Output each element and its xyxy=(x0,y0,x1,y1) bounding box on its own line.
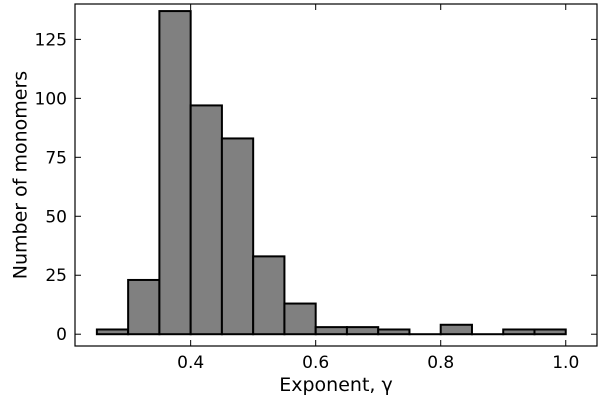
y-tick-label: 50 xyxy=(45,207,67,227)
histogram-bar xyxy=(534,329,565,334)
x-tick-label: 0.4 xyxy=(177,353,204,373)
bars-layer xyxy=(97,11,566,334)
histogram-bar xyxy=(128,280,159,334)
y-tick-label: 25 xyxy=(45,266,67,286)
y-tick-label: 125 xyxy=(35,30,67,50)
histogram-bar xyxy=(378,329,409,334)
histogram-bar xyxy=(347,327,378,334)
histogram-bar xyxy=(316,327,347,334)
histogram-bar xyxy=(284,304,315,335)
x-tick-label: 0.6 xyxy=(302,353,329,373)
y-tick-label: 0 xyxy=(56,325,67,345)
histogram-bar xyxy=(253,256,284,334)
x-axis-label: Exponent, γ xyxy=(279,374,392,396)
histogram-bar xyxy=(222,138,253,334)
x-tick-label: 0.8 xyxy=(427,353,454,373)
histogram-bar xyxy=(441,325,472,334)
y-tick-label: 75 xyxy=(45,148,67,168)
y-axis-label: Number of monomers xyxy=(10,71,32,279)
y-tick-label: 100 xyxy=(35,89,67,109)
histogram-bar xyxy=(97,329,128,334)
histogram-bar xyxy=(503,329,534,334)
x-tick-label: 1.0 xyxy=(552,353,579,373)
histogram-bar xyxy=(191,105,222,334)
histogram-bar xyxy=(159,11,190,334)
